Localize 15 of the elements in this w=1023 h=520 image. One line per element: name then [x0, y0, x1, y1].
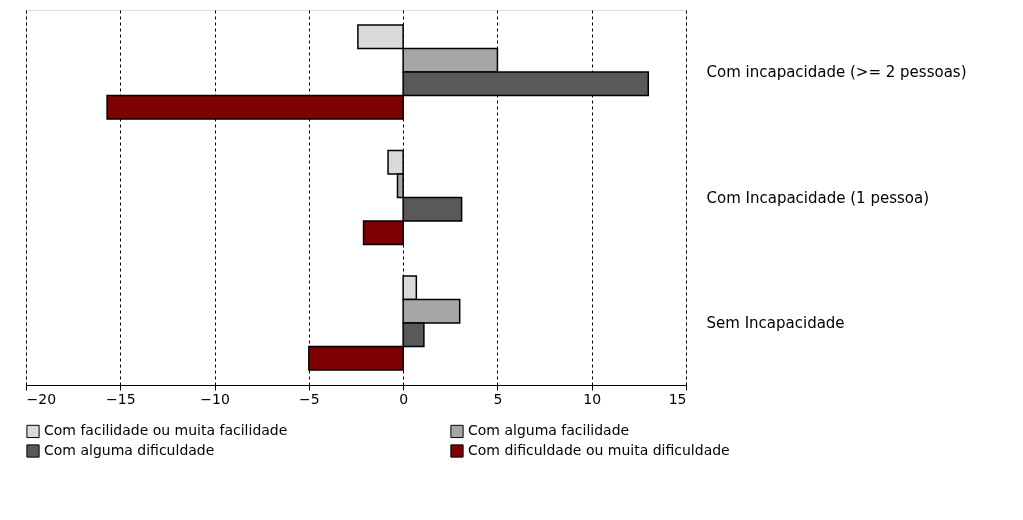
x-tick-label: 10: [583, 390, 602, 407]
y-tick-label: Sem Incapacidade: [706, 313, 845, 332]
legend-label: Com facilidade ou muita facilidade: [44, 422, 288, 439]
y-tick-label: Com Incapacidade (1 pessoa): [706, 188, 930, 207]
legend-label: Com alguma facilidade: [468, 422, 630, 439]
x-tick-label: −10: [200, 390, 230, 407]
legend-label: Com alguma dificuldade: [44, 442, 215, 458]
x-tick-label: 0: [399, 390, 409, 407]
x-tick-label: 5: [493, 390, 503, 407]
x-tick-label: −5: [299, 390, 320, 407]
x-tick-label: 15: [668, 390, 687, 407]
x-tick-label: −20: [26, 390, 57, 407]
legend-label: Com dificuldade ou muita dificuldade: [468, 442, 730, 458]
x-tick-label: −15: [106, 390, 136, 407]
y-tick-label: Com incapacidade (>= 2 pessoas): [706, 63, 967, 82]
